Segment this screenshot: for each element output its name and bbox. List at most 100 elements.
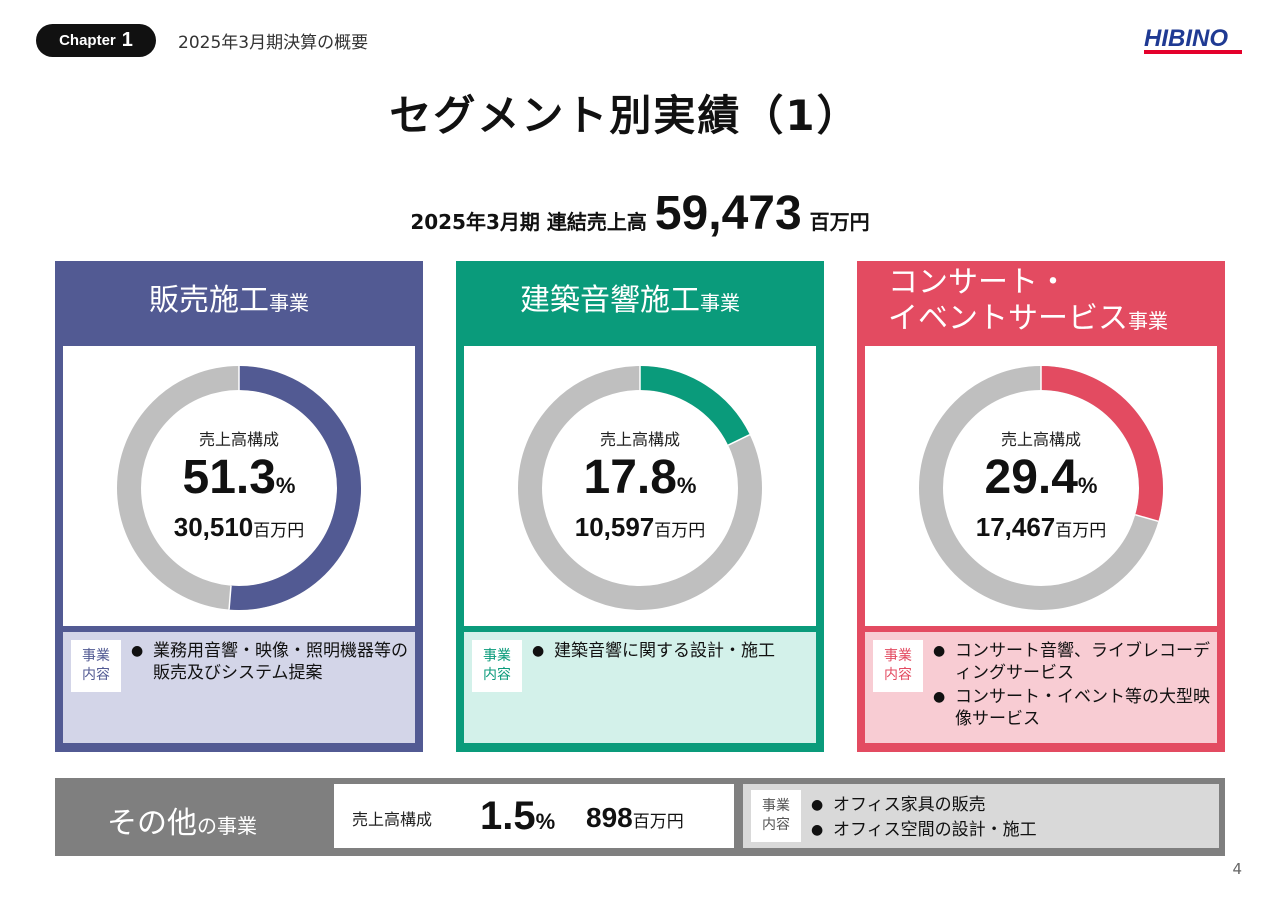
amount-unit: 百万円 [253,521,305,541]
tag-line-2: 内容 [762,817,790,833]
segment-name-main: 販売施工 [149,283,269,318]
business-tag: 事業 内容 [71,640,121,692]
percent-value: 51.3 [182,451,276,504]
tag-line-1: 事業 [483,648,511,664]
total-sales-value: 59,473 [654,187,802,240]
segment-header: 建築音響施工事業 [456,261,824,345]
chapter-number: 1 [121,29,133,51]
percent-sign: % [275,473,296,498]
segment-name: コンサート・ イベントサービス事業 [888,265,1168,337]
amount-value: 30,510 [173,512,254,542]
other-business-stats: 売上高構成 1.5% 898百万円 [334,784,734,848]
segment-name-main: 建築音響施工 [520,283,700,318]
other-center-label: 売上高構成 [352,810,433,829]
chapter-subtitle: 2025年3月期決算の概要 [178,33,369,53]
business-tag: 事業 内容 [472,640,522,692]
total-sales-label: 2025年3月期 連結売上高 [410,210,647,234]
page-title: セグメント別実績（1） [389,91,861,140]
donut-separator [727,433,751,446]
segment-name-suffix: 事業 [269,291,309,315]
tag-line-2: 内容 [884,667,912,683]
other-percent-value: 1.5 [480,794,536,838]
center-label: 売上高構成 [198,430,279,449]
segment-name-suffix: 事業 [700,291,740,315]
bullet-item: オフィス空間の設計・施工 [811,819,1213,841]
percent-value: 17.8 [583,451,677,504]
total-sales-unit: 百万円 [809,210,870,234]
center-amount: 10,597百万円 [464,512,816,543]
donut-separator [228,585,232,610]
other-name-suffix: の事業 [197,814,257,838]
donut-chart [117,366,361,610]
other-business-name: その他の事業 [107,798,257,842]
page-number: 4 [1232,860,1242,878]
donut-separator [1135,514,1159,523]
percent-value: 29.4 [984,451,1078,504]
center-label: 売上高構成 [1000,430,1081,449]
chapter-label: Chapter [59,32,116,49]
bullet-list: 業務用音響・映像・照明機器等の販売及びシステム提案 [131,640,409,686]
segment-card-concert-event-services: コンサート・ イベントサービス事業 売上高構成 29.4% 17,467百万円 … [857,261,1225,752]
segment-name-line-2: イベントサービス [888,301,1128,336]
segment-header: 販売施工事業 [55,261,423,345]
donut-arc-share [229,366,361,610]
other-name-main: その他 [107,806,197,841]
amount-unit: 百万円 [1055,521,1107,541]
bullet-list: 建築音響に関する設計・施工 [532,640,810,664]
segment-name-line-1: コンサート・ [888,265,1068,300]
donut-chart [518,366,762,610]
chapter-badge: Chapter 1 [36,24,156,57]
donut-chart [919,366,1163,610]
hibino-logo: HIBINO [1144,25,1242,54]
center-percent: 29.4% [865,450,1217,505]
segment-header: コンサート・ イベントサービス事業 [857,261,1225,345]
bullet-item: 業務用音響・映像・照明機器等の販売及びシステム提案 [131,640,409,684]
business-tag: 事業 内容 [873,640,923,692]
donut-chart-box: 売上高構成 51.3% 30,510百万円 [63,346,415,626]
donut-arc-share [1040,366,1163,522]
logo-underline [1144,50,1242,54]
tag-line-2: 内容 [483,667,511,683]
center-percent: 17.8% [464,450,816,505]
tag-line-1: 事業 [762,798,790,814]
bullet-list: コンサート音響、ライブレコーディングサービス コンサート・イベント等の大型映像サ… [933,640,1211,732]
bullet-list: オフィス家具の販売 オフィス空間の設計・施工 [811,794,1213,844]
total-sales-line: 2025年3月期 連結売上高 59,473 百万円 [0,186,1280,241]
amount-unit: 百万円 [654,521,706,541]
percent-sign: % [676,473,697,498]
center-label: 売上高構成 [599,430,680,449]
bullet-item: コンサート・イベント等の大型映像サービス [933,686,1211,730]
logo-text: HIBINO [1144,25,1228,52]
donut-chart-box: 売上高構成 17.8% 10,597百万円 [464,346,816,626]
amount-value: 10,597 [574,512,655,542]
segment-name: 販売施工事業 [149,283,309,319]
segment-name-suffix: 事業 [1128,309,1168,333]
other-percent: 1.5% [480,794,555,839]
other-amount-unit: 百万円 [632,812,684,832]
percent-sign: % [1077,473,1098,498]
donut-chart-box: 売上高構成 29.4% 17,467百万円 [865,346,1217,626]
amount-value: 17,467 [975,512,1056,542]
bullet-item: 建築音響に関する設計・施工 [532,640,810,662]
center-amount: 17,467百万円 [865,512,1217,543]
bullet-item: オフィス家具の販売 [811,794,1213,816]
center-percent: 51.3% [63,450,415,505]
other-percent-sign: % [535,809,556,834]
tag-line-1: 事業 [884,648,912,664]
center-amount: 30,510百万円 [63,512,415,543]
tag-line-1: 事業 [82,648,110,664]
other-amount-value: 898 [586,802,633,833]
business-tag: 事業 内容 [751,790,801,842]
bullet-item: コンサート音響、ライブレコーディングサービス [933,640,1211,684]
other-amount: 898百万円 [586,802,684,834]
segment-name: 建築音響施工事業 [520,283,740,319]
tag-line-2: 内容 [82,667,110,683]
donut-arc-share [639,366,750,446]
